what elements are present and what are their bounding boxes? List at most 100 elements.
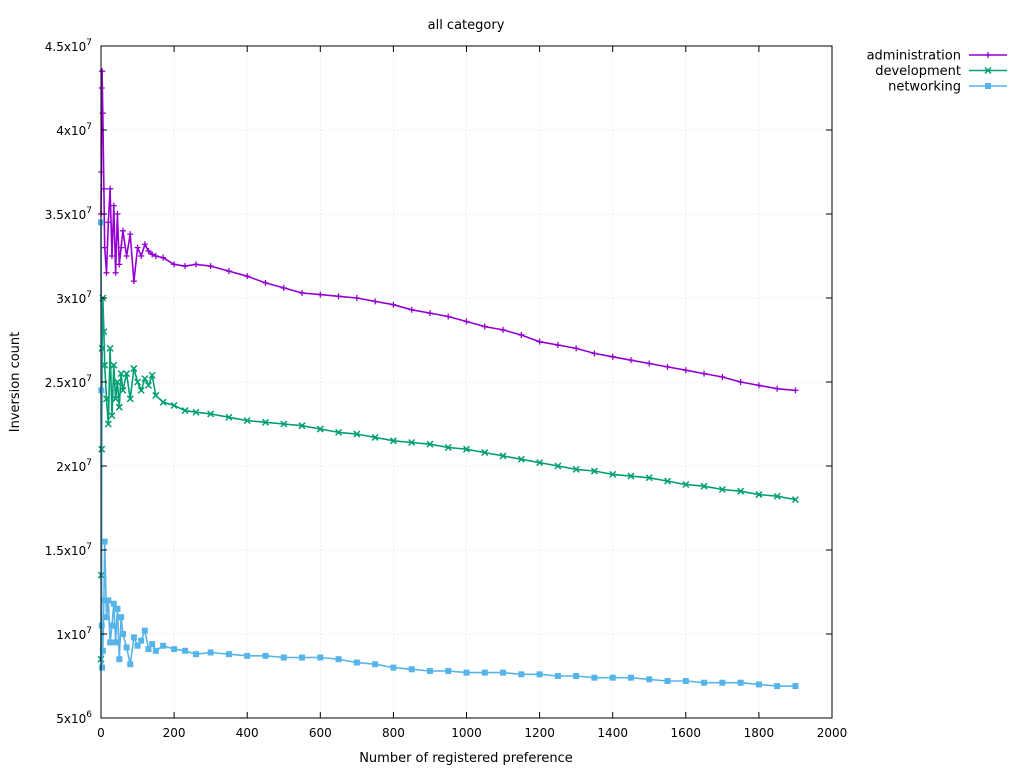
x-tick-label: 1800 [744, 726, 775, 740]
data-point-networking [408, 666, 415, 673]
data-point-administration [390, 301, 397, 308]
data-point-development [102, 395, 111, 403]
x-tick-label: 200 [163, 726, 186, 740]
data-point-administration [426, 310, 433, 317]
data-point-networking [152, 647, 159, 654]
y-tick-label: 2.5x107 [45, 374, 92, 390]
data-point-networking [353, 659, 360, 666]
data-point-networking [426, 667, 433, 674]
data-point-networking [573, 673, 580, 679]
data-point-administration [149, 251, 156, 258]
y-tick-label: 2x107 [56, 458, 92, 474]
data-point-development [192, 408, 200, 416]
data-point-networking [99, 647, 106, 654]
data-point-administration [127, 231, 134, 238]
data-point-networking [445, 667, 452, 674]
series-networking [98, 219, 799, 690]
grid [101, 46, 832, 718]
legend-marker-administration [985, 52, 991, 58]
data-point-networking [193, 651, 200, 658]
data-point-development [207, 410, 215, 418]
x-tick-label: 1400 [597, 726, 628, 740]
data-point-development [261, 418, 270, 426]
data-point-administration [481, 323, 488, 330]
legend-label-administration: administration [867, 49, 961, 64]
data-point-administration [145, 247, 152, 254]
data-point-administration [101, 244, 108, 251]
data-point-networking [116, 656, 123, 663]
series-line-networking [100, 222, 796, 687]
legend-label-networking: networking [888, 80, 961, 95]
data-point-administration [609, 353, 616, 360]
data-point-networking [627, 674, 634, 681]
data-point-administration [171, 261, 178, 268]
data-point-development [645, 474, 653, 482]
data-point-networking [554, 673, 561, 679]
data-point-development [499, 452, 507, 460]
data-point-networking [112, 639, 119, 646]
data-point-development [130, 365, 138, 373]
data-point-administration [664, 363, 671, 370]
data-point-development [298, 422, 306, 430]
data-point-networking [299, 654, 306, 661]
data-point-administration [141, 241, 148, 248]
data-point-networking [335, 656, 342, 663]
data-point-administration [463, 318, 470, 325]
data-point-development [572, 465, 580, 473]
data-point-networking [280, 654, 287, 661]
data-point-administration [103, 269, 110, 276]
data-point-development [181, 407, 189, 415]
data-point-development [590, 467, 598, 475]
data-point-networking [182, 647, 189, 654]
data-point-networking [99, 664, 106, 671]
data-point-administration [372, 298, 379, 305]
data-point-administration [105, 219, 112, 226]
data-point-networking [134, 642, 141, 649]
data-point-development [627, 472, 635, 480]
data-point-administration [536, 338, 543, 345]
data-point-networking [127, 661, 134, 668]
data-point-development [108, 412, 116, 420]
data-point-administration [118, 244, 125, 251]
data-point-development [554, 462, 562, 470]
data-point-networking [123, 644, 130, 651]
y-tick-label: 4.5x107 [45, 38, 92, 54]
data-point-development [353, 430, 361, 438]
data-point-development [444, 443, 452, 452]
legend-marker-development [984, 66, 992, 75]
data-point-networking [107, 639, 114, 646]
data-point-administration [280, 284, 287, 291]
data-point-networking [244, 652, 251, 659]
y-tick-label: 5x106 [56, 710, 92, 726]
data-point-networking [518, 671, 525, 678]
y-tick-label: 1x107 [56, 626, 92, 642]
data-point-networking [609, 674, 616, 681]
data-point-administration [627, 357, 634, 364]
data-point-development [371, 433, 379, 441]
data-point-administration [500, 326, 507, 333]
legend-label-development: development [875, 64, 961, 79]
data-point-development [141, 375, 149, 383]
data-point-development [134, 378, 142, 386]
data-point-development [115, 403, 123, 411]
data-point-administration [317, 291, 324, 298]
data-point-administration [160, 254, 167, 261]
data-point-networking [792, 683, 799, 690]
data-point-administration [518, 331, 525, 338]
x-axis-label: Number of registered preference [359, 751, 573, 766]
data-point-development [426, 440, 434, 448]
data-point-administration [262, 279, 269, 286]
data-point-networking [101, 538, 108, 545]
data-point-administration [701, 370, 708, 377]
data-point-administration [114, 211, 121, 217]
y-tick-label: 4x107 [56, 122, 92, 138]
series-line-administration [100, 70, 796, 392]
x-tick-label: 1200 [524, 726, 555, 740]
data-point-development [225, 413, 233, 421]
data-point-networking [774, 683, 781, 690]
data-point-development [170, 401, 178, 410]
data-point-development [280, 420, 288, 428]
data-point-administration [98, 85, 105, 91]
data-point-development [737, 487, 745, 495]
data-point-development [462, 445, 471, 453]
